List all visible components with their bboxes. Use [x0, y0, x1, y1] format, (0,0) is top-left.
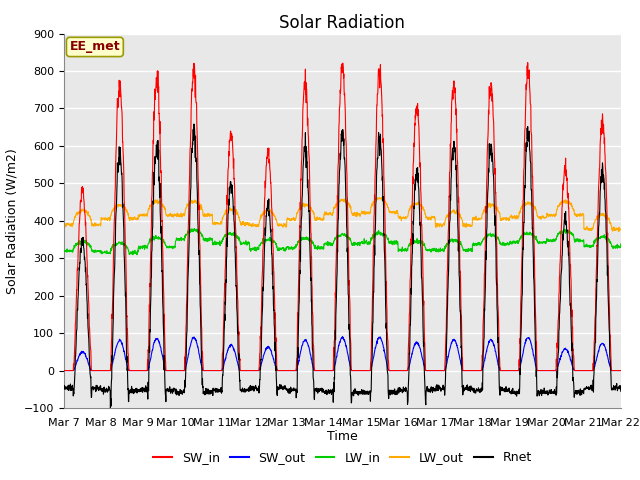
Text: EE_met: EE_met [70, 40, 120, 53]
X-axis label: Time: Time [327, 431, 358, 444]
Y-axis label: Solar Radiation (W/m2): Solar Radiation (W/m2) [5, 148, 19, 294]
Legend: SW_in, SW_out, LW_in, LW_out, Rnet: SW_in, SW_out, LW_in, LW_out, Rnet [148, 446, 537, 469]
Title: Solar Radiation: Solar Radiation [280, 14, 405, 32]
